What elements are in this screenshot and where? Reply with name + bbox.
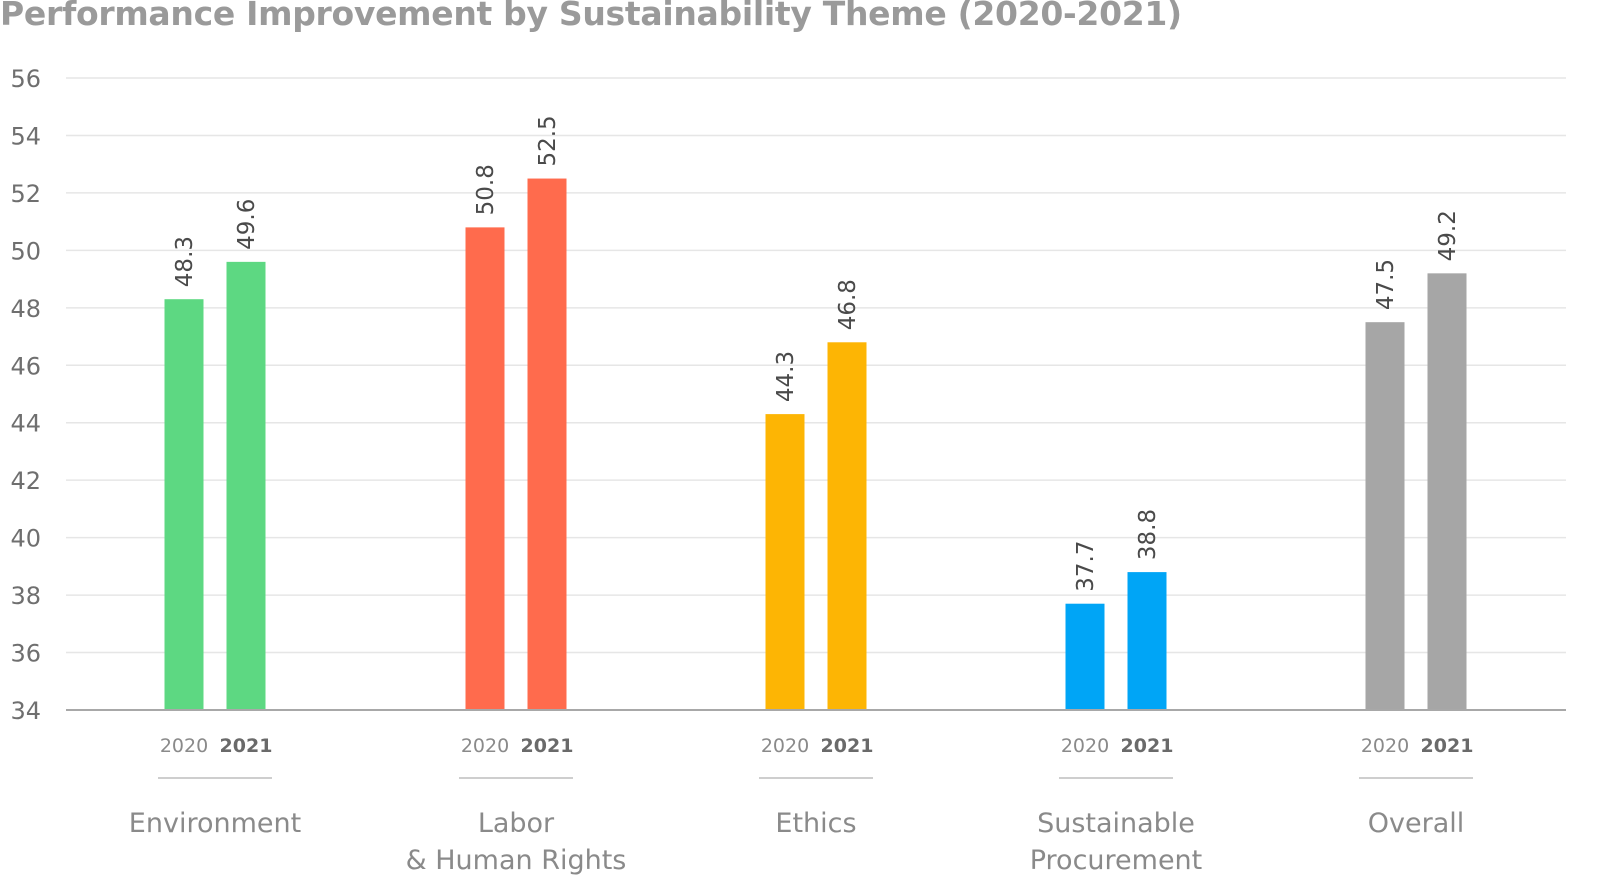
- y-tick-label: 50: [10, 237, 41, 265]
- bar: [765, 414, 805, 710]
- year-label: 2021: [1121, 735, 1174, 757]
- bars: 48.3 49.6 50.8 52.5 44.3 46.8 37.7 38.8 47.5 49.2: [164, 115, 1467, 710]
- data-label: 52.5: [535, 115, 561, 166]
- y-tick-label: 40: [10, 525, 41, 553]
- year-label: 2020: [1361, 735, 1409, 757]
- data-label: 49.2: [1435, 210, 1461, 261]
- bar: [1427, 273, 1467, 710]
- year-label: 2021: [821, 735, 874, 757]
- year-label: 2021: [521, 735, 574, 757]
- year-label: 2021: [220, 735, 273, 757]
- year-label: 2020: [1061, 735, 1109, 757]
- category-label: Environment: [129, 808, 301, 839]
- data-label: 48.3: [172, 236, 198, 287]
- year-label: 2020: [761, 735, 809, 757]
- y-tick-label: 48: [10, 295, 41, 323]
- y-tick-label: 36: [10, 640, 41, 668]
- year-label: 2021: [1421, 735, 1474, 757]
- year-label: 2020: [461, 735, 509, 757]
- bar: [226, 261, 266, 710]
- gridlines: [66, 77, 1566, 654]
- y-axis-ticks: 34 36 38 40 42 44 46 48 50 52 54 56: [10, 65, 41, 725]
- data-label: 44.3: [773, 351, 799, 402]
- category-label: & Human Rights: [406, 845, 627, 876]
- bar: [1365, 322, 1405, 710]
- category-label: Sustainable: [1037, 808, 1195, 839]
- y-tick-label: 56: [10, 65, 41, 93]
- bar: [1127, 572, 1167, 710]
- chart-title: Performance Improvement by Sustainabilit…: [0, 0, 1182, 33]
- y-tick-label: 42: [10, 467, 41, 495]
- category-label: Labor: [478, 808, 555, 839]
- category-label: Procurement: [1030, 845, 1203, 876]
- category-label: Overall: [1368, 808, 1465, 839]
- data-label: 46.8: [835, 279, 861, 330]
- category-label: Ethics: [775, 808, 856, 839]
- data-label: 50.8: [473, 164, 499, 215]
- x-axis-labels: 2020 2021 Environment 2020 2021 Labor & Human …: [129, 735, 1474, 876]
- data-label: 49.6: [234, 199, 260, 250]
- bar: [465, 227, 505, 710]
- bar: [1065, 603, 1105, 710]
- y-tick-label: 38: [10, 582, 41, 610]
- y-tick-label: 44: [10, 410, 41, 438]
- data-label: 37.7: [1073, 540, 1099, 591]
- year-label: 2020: [160, 735, 208, 757]
- y-tick-label: 52: [10, 180, 41, 208]
- data-label: 47.5: [1373, 259, 1399, 310]
- y-tick-label: 54: [10, 122, 41, 150]
- data-label: 38.8: [1135, 509, 1161, 560]
- bar: [827, 342, 867, 710]
- y-tick-label: 34: [10, 697, 41, 725]
- bar: [527, 178, 567, 710]
- bar: [164, 299, 204, 710]
- y-tick-label: 46: [10, 352, 41, 380]
